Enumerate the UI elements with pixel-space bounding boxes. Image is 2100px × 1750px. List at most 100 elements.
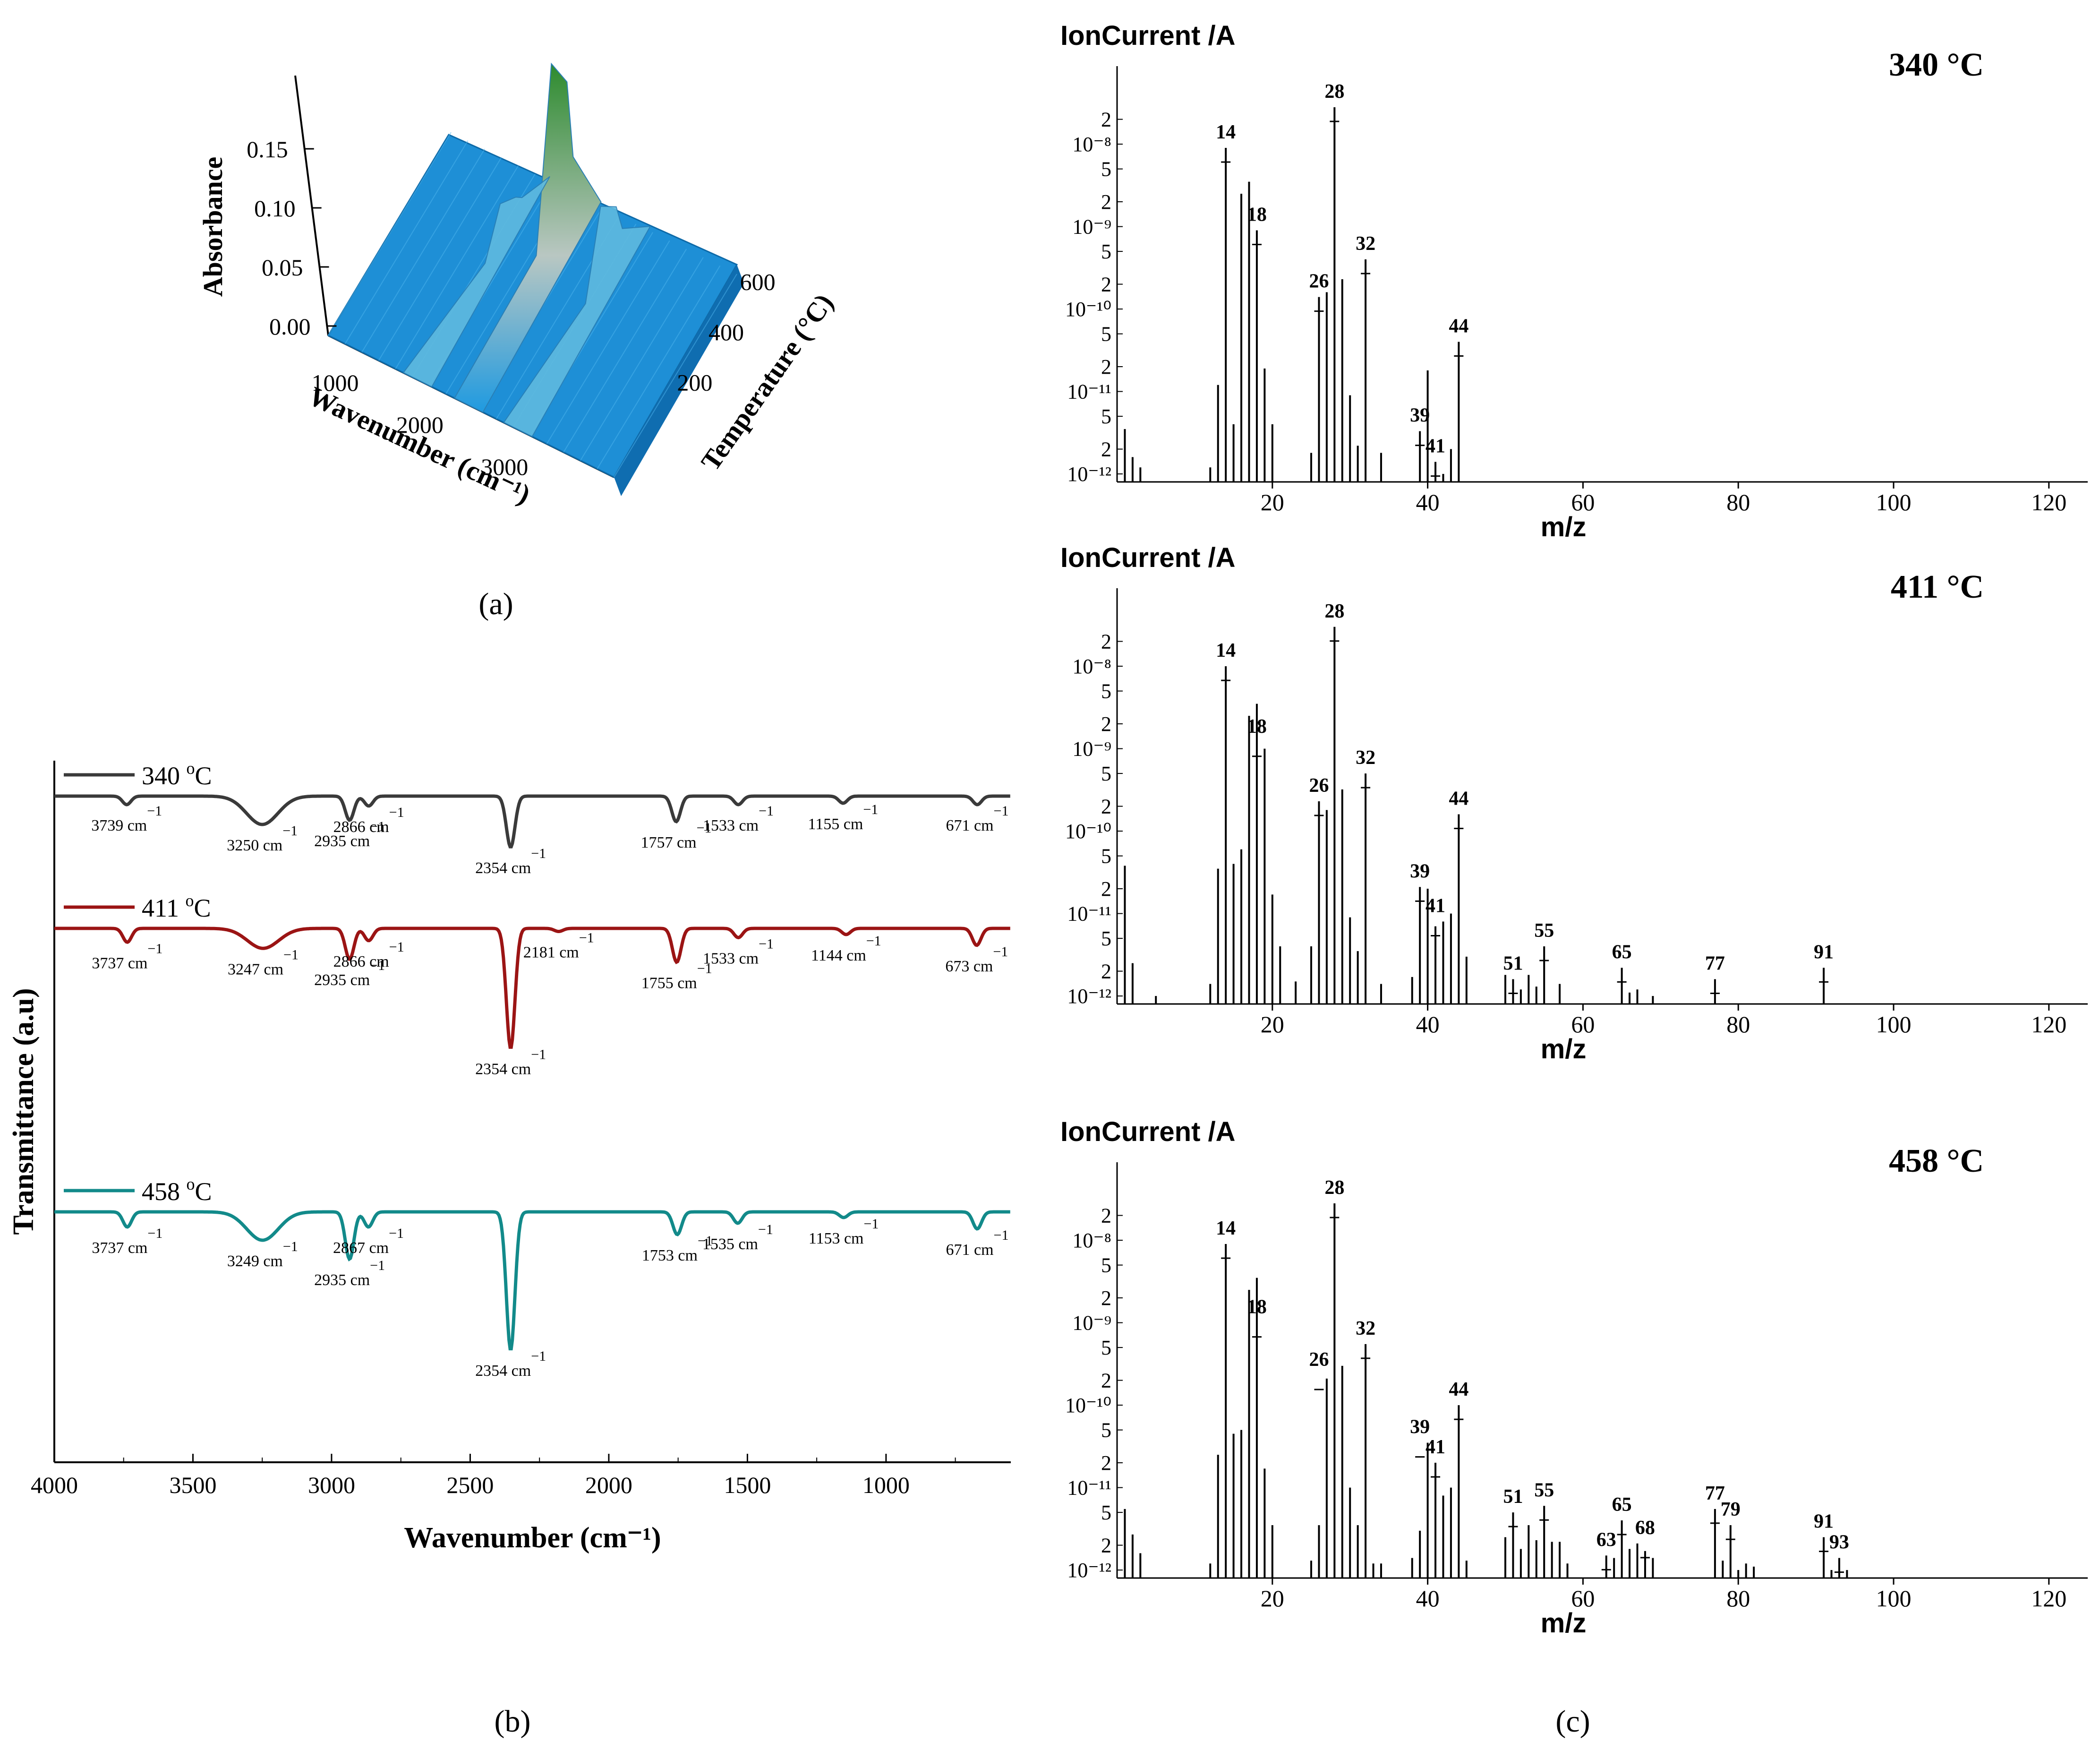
peak-label-value: 2354 cm xyxy=(475,1061,531,1078)
ms-y-tick-label: 10⁻⁸ xyxy=(1072,655,1111,678)
peak-label-unit: −1 xyxy=(863,1216,879,1232)
peak-label: 2354 cm−1 xyxy=(475,1348,546,1380)
peak-label: 3247 cm−1 xyxy=(228,947,299,978)
peak-label-unit: −1 xyxy=(531,1047,546,1063)
ms-peak-label: 63 xyxy=(1596,1529,1616,1551)
x-axis-title: Wavenumber (cm⁻¹) xyxy=(404,1522,661,1554)
peak-label-unit: −1 xyxy=(147,803,162,819)
ms-y-tick-label: 5 xyxy=(1101,762,1111,785)
peak-label: 671 cm−1 xyxy=(946,803,1008,834)
peak-label-value: 3247 cm xyxy=(228,961,283,978)
ms-peak-label: 28 xyxy=(1324,81,1344,103)
z-axis-line xyxy=(294,75,329,336)
ms-peak-label: 26 xyxy=(1309,271,1329,292)
peak-label-unit: −1 xyxy=(531,1348,546,1364)
surface-gridline xyxy=(580,257,704,461)
x-tick-label: 2000 xyxy=(396,412,444,438)
peak-label-unit: −1 xyxy=(389,939,404,955)
ms-peak-label: 18 xyxy=(1247,1296,1267,1318)
peak-label-value: 2935 cm xyxy=(314,1271,370,1289)
ms-y-tick-label: 2 xyxy=(1101,1534,1111,1557)
peak-label-unit: −1 xyxy=(863,802,878,817)
ms-x-tick-label: 60 xyxy=(1571,489,1595,515)
ms-peak-label: 44 xyxy=(1449,788,1468,809)
ms-y-tick-label: 5 xyxy=(1101,1336,1111,1359)
panel-label-b: (b) xyxy=(495,1704,531,1739)
ms-peak-label: 26 xyxy=(1309,1349,1329,1371)
peak-label: 2354 cm−1 xyxy=(475,846,546,877)
ms-title: 411 °C xyxy=(1891,569,1984,605)
peak-label-unit: −1 xyxy=(758,1222,773,1237)
ms-x-tick-label: 40 xyxy=(1416,1585,1440,1612)
peak-label-unit: −1 xyxy=(993,944,1008,960)
peak-label: 673 cm−1 xyxy=(945,944,1008,975)
surface-front-edge xyxy=(614,265,744,496)
peak-label: 3737 cm−1 xyxy=(92,1226,162,1257)
panel-label-c: (c) xyxy=(1555,1704,1590,1739)
peak-label-unit: −1 xyxy=(698,1233,713,1249)
peak-label-value: 1535 cm xyxy=(702,1235,758,1253)
ms-x-tick-label: 20 xyxy=(1261,489,1284,515)
ms-peak-label: 65 xyxy=(1612,941,1632,963)
peak-label-value: 1755 cm xyxy=(641,975,697,992)
surface-gridline xyxy=(597,265,721,469)
peak-label-value: 1753 cm xyxy=(642,1247,698,1264)
ms-y-tick-label: 5 xyxy=(1101,240,1111,263)
legend-label-0: 340 oC xyxy=(142,759,212,790)
ms-y-tick-label: 5 xyxy=(1101,323,1111,346)
ms-peak-label: 39 xyxy=(1410,1416,1430,1438)
ms-x-tick-label: 120 xyxy=(2031,1011,2066,1038)
legend-label-2: 458 oC xyxy=(142,1175,212,1206)
ms-y-tick-label: 5 xyxy=(1101,1501,1111,1524)
ms-peak-label: 93 xyxy=(1829,1532,1849,1553)
ms-peak-label: 91 xyxy=(1814,1511,1834,1533)
legend-temp: 458 xyxy=(142,1177,187,1206)
peak-label-value: 3739 cm xyxy=(91,817,147,834)
peak-label-unit: −1 xyxy=(531,846,546,861)
z-tick-label: 0.15 xyxy=(247,136,288,163)
peak-label-unit: −1 xyxy=(389,805,404,820)
peak-label: 2866 cm−1 xyxy=(333,939,404,970)
x-tick-label: 3000 xyxy=(481,454,528,480)
peak-label-unit: −1 xyxy=(866,933,881,949)
peak-label-unit: −1 xyxy=(759,936,774,952)
ms-peak-label: 41 xyxy=(1426,895,1445,917)
legend-temp: 340 xyxy=(142,762,187,790)
peak-label-value: 3737 cm xyxy=(92,954,147,972)
ms-y-title: IonCurrent /A xyxy=(1060,542,1236,573)
ms-y-tick-label: 10⁻⁸ xyxy=(1072,133,1111,156)
peak-label-value: 673 cm xyxy=(945,958,993,975)
peak-label-unit: −1 xyxy=(147,1226,162,1241)
peak-label: 1153 cm−1 xyxy=(809,1216,879,1247)
ms-peak-label: 18 xyxy=(1247,716,1267,738)
peak-label: 3737 cm−1 xyxy=(92,941,162,972)
ms-peak-label: 79 xyxy=(1721,1499,1741,1520)
peak-label: 2181 cm−1 xyxy=(523,930,594,961)
peak-label: 1753 cm−1 xyxy=(642,1233,713,1264)
peak-label-unit: −1 xyxy=(759,803,774,819)
ms-peak-label: 14 xyxy=(1216,1218,1236,1239)
ms-x-tick-label: 100 xyxy=(1876,1585,1912,1612)
panel-a-3d-surface: 0.000.050.100.15Absorbance100020003000Wa… xyxy=(197,62,839,510)
peak-label: 2867 cm−1 xyxy=(333,1226,404,1257)
peak-label-unit: −1 xyxy=(283,947,299,962)
ms-peak-label: 28 xyxy=(1324,1177,1344,1199)
surface-gridline xyxy=(395,165,519,369)
ms-peak-label: 51 xyxy=(1503,1486,1523,1508)
ms-title: 458 °C xyxy=(1889,1143,1984,1179)
ms-y-tick-label: 5 xyxy=(1101,680,1111,703)
peak-label: 1535 cm−1 xyxy=(702,1222,773,1253)
ms-peak-label: 68 xyxy=(1635,1517,1655,1539)
peak-label-value: 2181 cm xyxy=(523,944,579,961)
x-tick-label: 3000 xyxy=(308,1472,355,1498)
y-tick-label: 600 xyxy=(740,268,776,295)
surface-gridline xyxy=(546,240,670,444)
peak-label-value: 3249 cm xyxy=(227,1252,283,1270)
surface-peak-1750 xyxy=(402,176,550,388)
peak-label-value: 3737 cm xyxy=(92,1239,147,1257)
ms-title: 340 °C xyxy=(1889,47,1984,83)
ms-y-tick-label: 2 xyxy=(1101,108,1111,131)
ms-y-tick-label: 2 xyxy=(1101,630,1111,653)
surface-peak-2354 xyxy=(453,62,602,413)
ms-peak-label: 14 xyxy=(1216,121,1236,143)
